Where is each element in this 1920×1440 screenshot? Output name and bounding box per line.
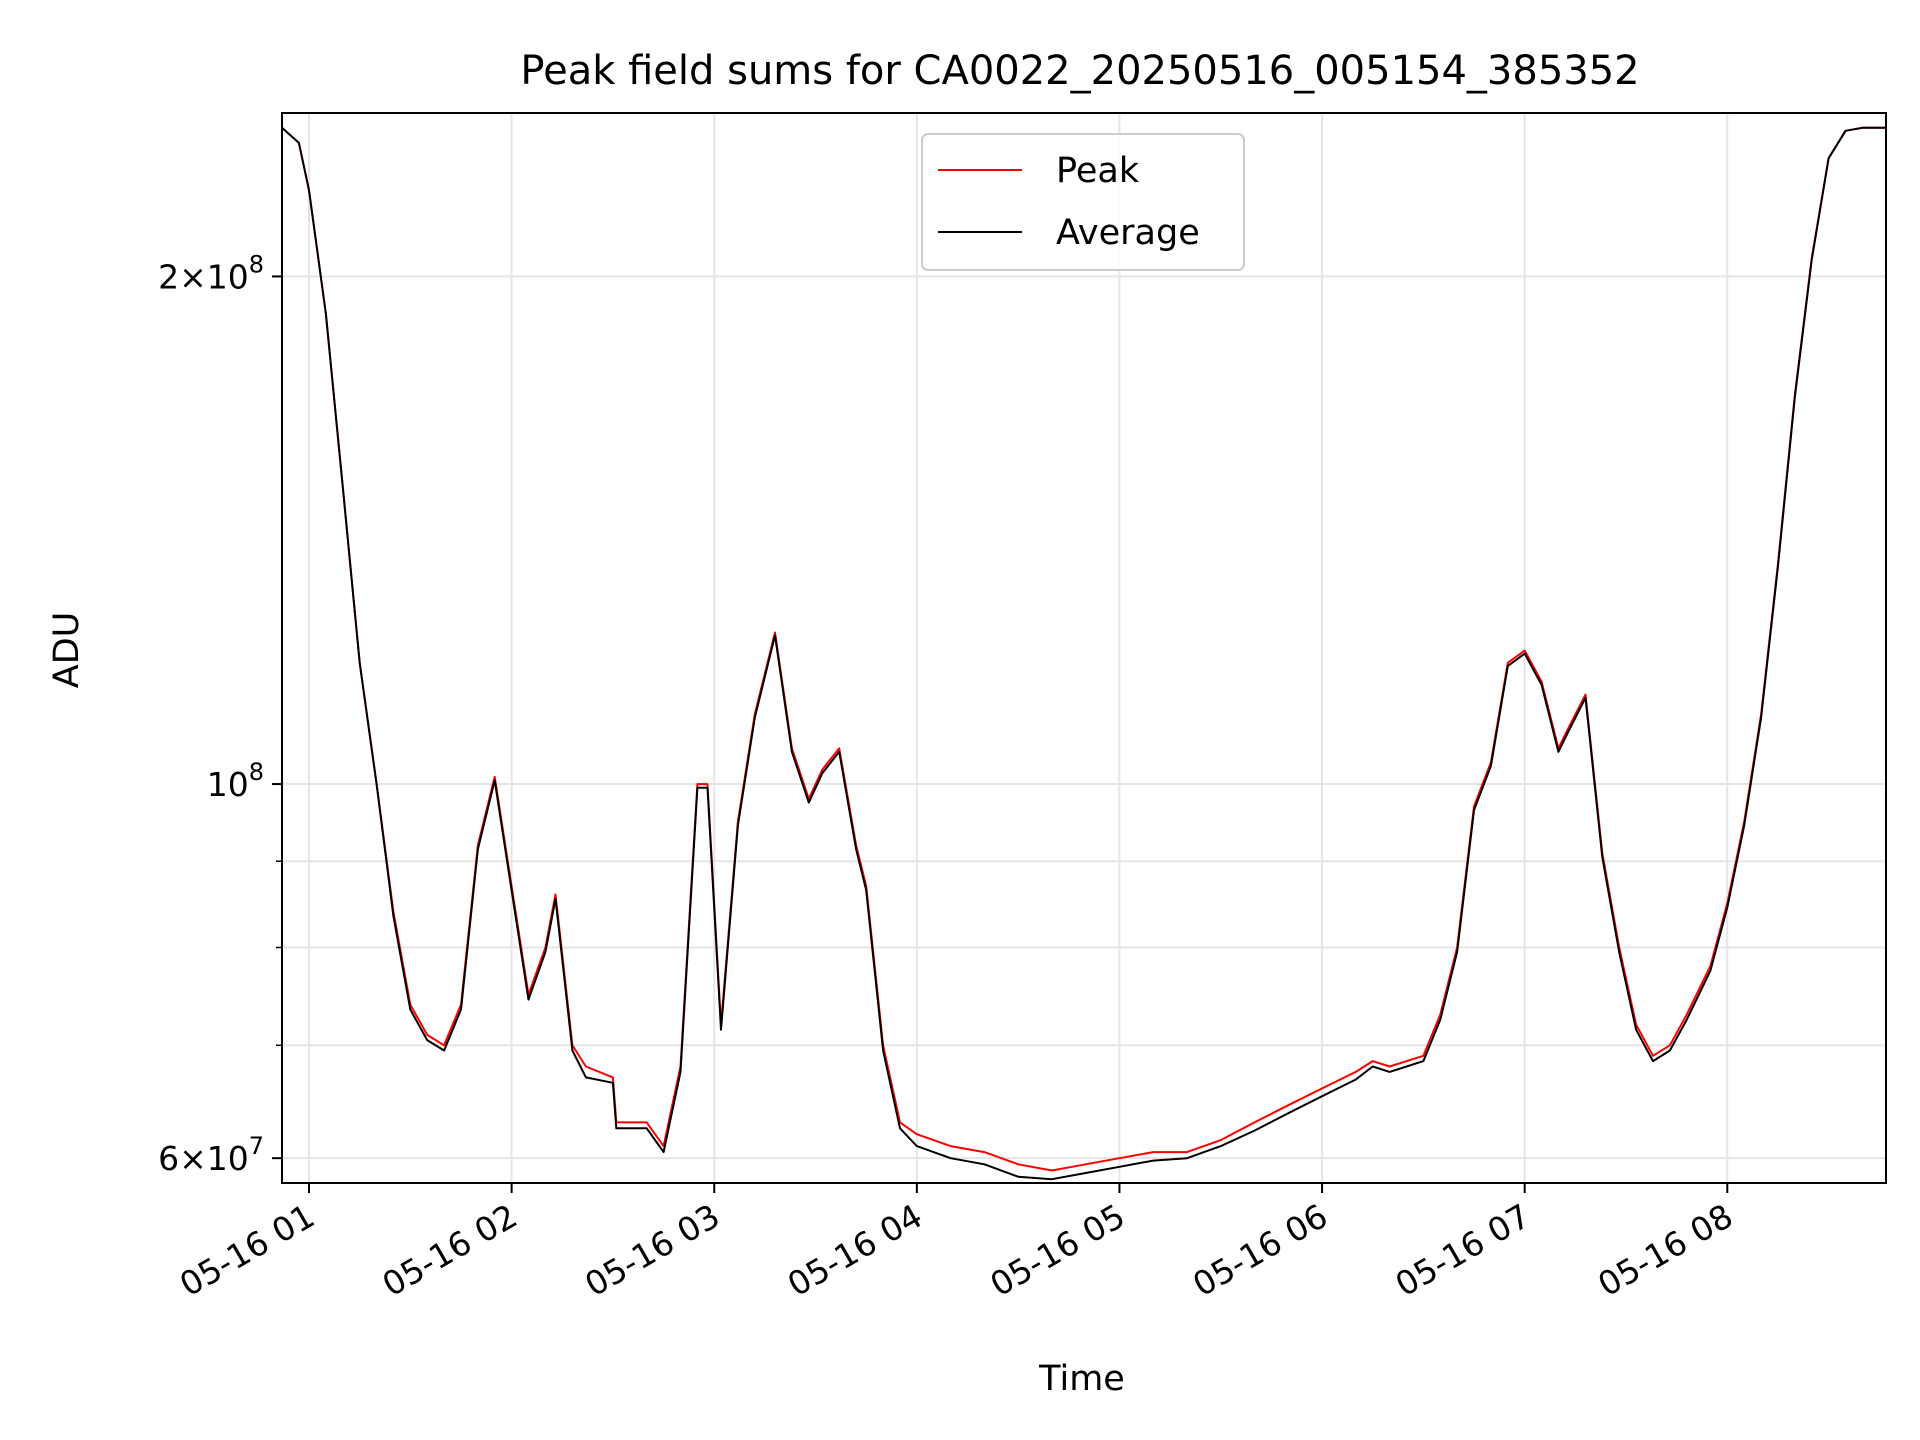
legend-box (921, 133, 1245, 271)
plot-frame (281, 112, 1887, 1184)
y-tick-label: 6×107 (158, 1132, 264, 1178)
plot-series (281, 126, 1886, 1181)
y-tick-label: 2×108 (158, 250, 264, 296)
legend-label-peak: Peak (1056, 151, 1140, 191)
x-axis-label: Time (1038, 1359, 1125, 1399)
legend: Peak Average (921, 133, 1245, 271)
chart-title: Peak field sums for CA0022_20250516_0051… (520, 48, 1639, 94)
y-tick-label: 108 (207, 758, 264, 804)
legend-label-average: Average (1056, 213, 1200, 253)
series-line-average (281, 126, 1886, 1181)
y-axis: 6×107 108 2×108 (158, 250, 282, 1178)
y-axis-label: ADU (47, 612, 87, 689)
